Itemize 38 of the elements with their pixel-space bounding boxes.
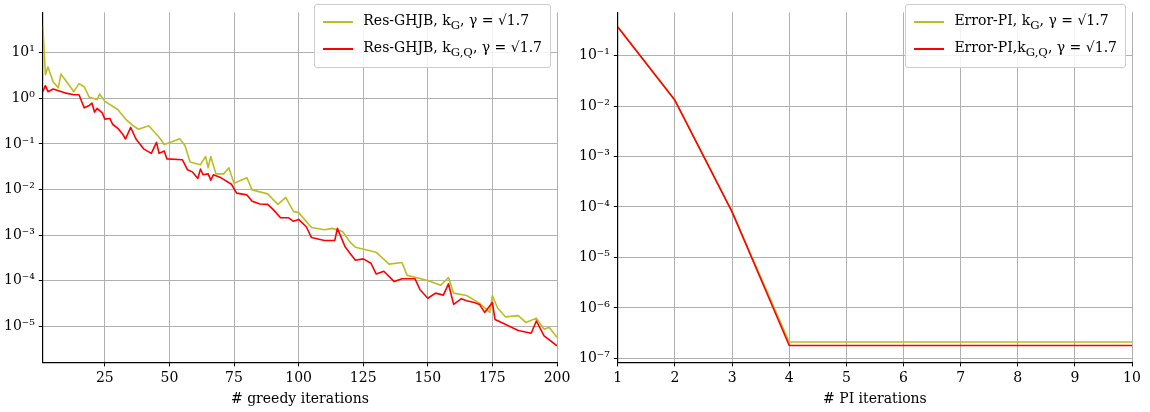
x-tick-label: 7	[956, 369, 966, 386]
x-tick-label: 5	[841, 369, 851, 386]
x-axis-title: # greedy iterations	[230, 390, 369, 407]
y-tick-label: 10⁰	[11, 88, 36, 105]
x-tick-label: 125	[349, 369, 377, 386]
x-tick-label: 10	[1123, 369, 1141, 386]
y-tick-label: 10⁻²	[578, 96, 610, 113]
y-tick-label: 10⁻⁴	[578, 197, 611, 214]
y-tick-label: 10⁻¹	[3, 134, 35, 151]
x-tick-label: 25	[95, 369, 114, 386]
x-tick-label: 150	[414, 369, 442, 386]
legend-label: Error-PI, k$_{G}$, γ = √1.7	[954, 11, 1109, 34]
y-tick-label: 10⁻⁵	[3, 316, 36, 333]
x-tick-label: 3	[727, 369, 737, 386]
x-tick-label: 175	[479, 369, 506, 386]
y-tick-label: 10⁻⁴	[3, 271, 36, 288]
x-tick-label: 200	[543, 369, 571, 386]
x-tick-label: 9	[1070, 369, 1080, 386]
y-tick-label: 10⁻⁷	[578, 348, 611, 365]
x-tick-label: 50	[160, 369, 179, 386]
y-tick-label: 10¹	[11, 43, 35, 60]
y-tick-label: 10⁻²	[3, 180, 35, 197]
y-tick-label: 10⁻⁵	[578, 248, 611, 265]
y-tick-label: 10⁻⁶	[578, 298, 611, 315]
x-tick-label: 2	[670, 369, 680, 386]
x-tick-label: 4	[784, 369, 794, 386]
x-tick-label: 6	[899, 369, 909, 386]
legend-label: Res-GHJB, k$_{G}$, γ = √1.7	[363, 11, 530, 34]
legend-label: Error-PI,k$_{G,Q}$, γ = √1.7	[954, 37, 1117, 61]
x-tick-label: 75	[225, 369, 243, 386]
y-tick-label: 10⁻¹	[578, 46, 610, 63]
legend-label: Res-GHJB, k$_{G,Q}$, γ = √1.7	[363, 37, 542, 61]
y-tick-label: 10⁻³	[578, 147, 610, 164]
y-tick-label: 10⁻³	[3, 225, 35, 242]
x-tick-label: 8	[1013, 369, 1023, 386]
x-tick-label: 1	[613, 369, 623, 386]
x-axis-title: # PI iterations	[823, 390, 927, 407]
x-tick-label: 100	[285, 369, 312, 386]
